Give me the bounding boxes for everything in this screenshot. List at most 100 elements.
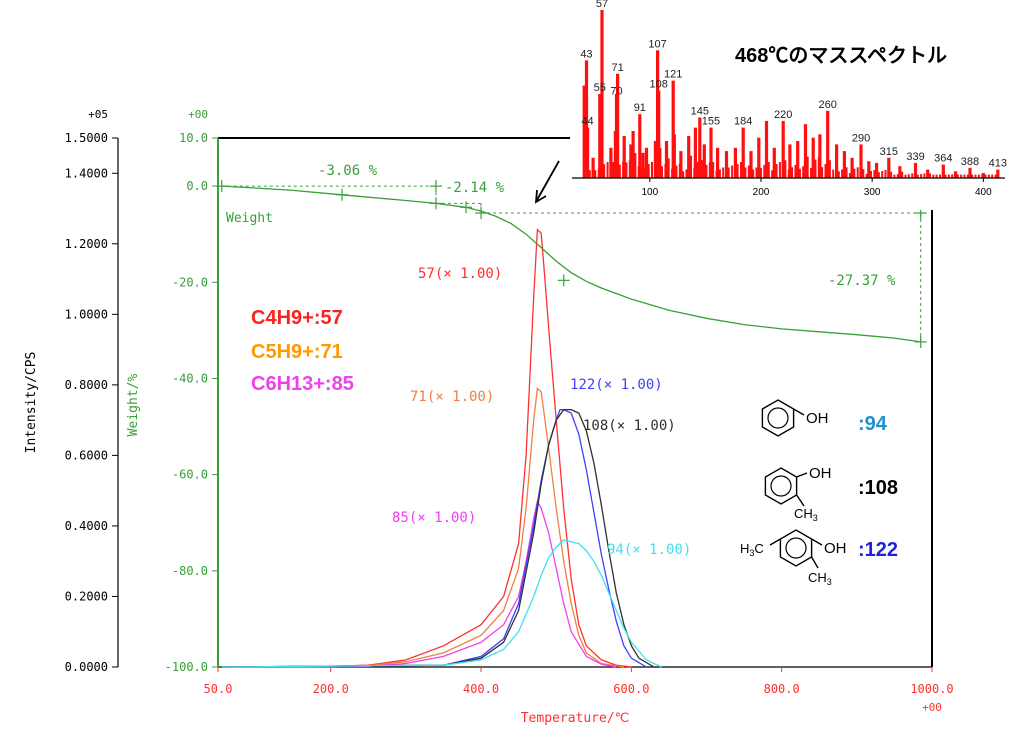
ms-peak — [679, 151, 683, 178]
ms-peak-minor — [929, 173, 931, 178]
ms-peak-minor — [987, 174, 990, 178]
ms-peak — [968, 167, 972, 178]
ms-peak — [598, 94, 602, 178]
x-tick-label: 200.0 — [313, 682, 349, 696]
ms-peak — [796, 141, 800, 178]
dimethylphenol-oh-label: OH — [824, 540, 847, 557]
weight-tick-label: -20.0 — [172, 275, 208, 289]
ms-peak-minor — [966, 174, 969, 178]
ms-peak-label: 71 — [611, 62, 623, 74]
phenol-structure-icon — [761, 399, 805, 437]
ms-peak-minor — [932, 174, 935, 178]
ms-peak — [702, 144, 706, 178]
ms-peak-minor — [814, 159, 817, 178]
ms-peak-label: 70 — [610, 85, 622, 97]
ms-peak-label: 57 — [596, 0, 608, 10]
ms-peak-label: 364 — [934, 153, 952, 165]
x-tick-label: 400.0 — [463, 682, 499, 696]
x-tick-label: 1000.0 — [910, 682, 953, 696]
ms-peak-label: 388 — [961, 156, 979, 168]
ms-peak-minor — [682, 171, 685, 178]
ms-peak-minor — [675, 165, 678, 178]
ion-legend: C4H9+:57 C5H9+:71 C6H13+:85 — [251, 307, 354, 395]
ms-peak — [826, 110, 830, 178]
intensity-tick-label: 1.4000 — [65, 166, 108, 180]
ms-peak-minor — [877, 172, 880, 178]
ms-peak-minor — [841, 169, 844, 178]
ms-peak — [733, 147, 737, 178]
ms-peak — [898, 166, 902, 178]
x-exponent: +00 — [922, 701, 942, 714]
inset-x-tick-label: 100 — [641, 187, 658, 198]
ms-peak — [811, 137, 815, 178]
ms-peak-minor — [848, 173, 851, 178]
ms-peak — [867, 161, 871, 178]
weight-annotations: -3.06 % -2.14 % -27.37 % Weight — [215, 163, 927, 348]
ms-peak — [781, 120, 785, 178]
ms-peak-minor — [920, 174, 923, 178]
ms-peak — [687, 136, 691, 178]
ms-peak-minor — [896, 174, 899, 178]
weight-tick-label: -40.0 — [172, 371, 208, 385]
ms-peak-minor — [736, 164, 739, 178]
ms-peak-minor — [727, 167, 730, 178]
ms-peak-label: 108 — [650, 79, 668, 91]
ms-peak — [818, 134, 822, 178]
step2-label: -2.14 % — [445, 180, 505, 196]
ms-peak — [657, 90, 661, 178]
ms-peak — [609, 147, 613, 178]
ms-peak-minor — [712, 162, 715, 178]
ms-peak — [788, 144, 792, 178]
ms-peak — [658, 147, 662, 178]
ms-peak-label: 91 — [634, 102, 646, 114]
ms-peak-label: 413 — [989, 158, 1007, 170]
x-tick-label: 50.0 — [204, 682, 233, 696]
ms-peak-minor — [944, 174, 947, 178]
intensity-axis-label: Intensity/CPS — [24, 352, 39, 454]
ms-peak-minor — [907, 174, 910, 178]
series-line-6 — [221, 185, 921, 343]
ms-peak-label: 315 — [880, 146, 898, 158]
ion-legend-71: C5H9+:71 — [251, 341, 343, 363]
ms-peak-minor — [916, 174, 919, 178]
ms-peak — [716, 147, 720, 178]
ms-peak-minor — [845, 167, 848, 178]
ms-peak-minor — [763, 165, 766, 178]
ms-peak-minor — [873, 170, 876, 178]
intensity-tick-label: 0.2000 — [65, 589, 108, 603]
ms-peak-label: 184 — [734, 116, 752, 128]
ms-peak — [850, 157, 854, 178]
weight-tick-label: 10.0 — [179, 131, 208, 145]
ms-peak-label: 220 — [774, 109, 792, 121]
ms-peak — [591, 157, 595, 178]
ms-peak-label: 260 — [819, 99, 837, 111]
compound-structures: OH :94 OH CH3 :108 OH H3C CH3 :122 — [740, 399, 898, 587]
ms-peak — [629, 144, 633, 178]
ms-peak-minor — [901, 171, 904, 178]
x-tick-label: 800.0 — [764, 682, 800, 696]
ms-peak — [859, 144, 863, 178]
ms-peak — [941, 164, 945, 178]
ms-peak — [887, 157, 891, 178]
cresol-structure-icon — [764, 467, 808, 507]
intensity-tick-label: 1.5000 — [65, 131, 108, 145]
ms-peak-minor — [752, 169, 755, 178]
ms-peak — [644, 147, 649, 178]
ms-peak-label: 155 — [702, 116, 720, 128]
ms-peak — [926, 169, 930, 178]
ms-peak-minor — [802, 166, 805, 178]
ms-peak-label: 107 — [648, 38, 666, 50]
ms-peak — [741, 127, 745, 178]
ms-peak — [622, 136, 626, 178]
ms-peak-minor — [977, 174, 980, 178]
series-line-4 — [221, 408, 655, 668]
series-line-0 — [221, 228, 632, 668]
phenol-oh-label: OH — [806, 410, 829, 427]
main-axes: 0.0000 0.2000 0.4000 0.6000 0.8000 1.0000 1.20… — [24, 108, 954, 726]
intensity-exponent: +05 — [88, 108, 108, 121]
ms-peak-minor — [984, 174, 987, 178]
ms-peak-minor — [890, 171, 893, 178]
ms-peak — [772, 147, 776, 178]
